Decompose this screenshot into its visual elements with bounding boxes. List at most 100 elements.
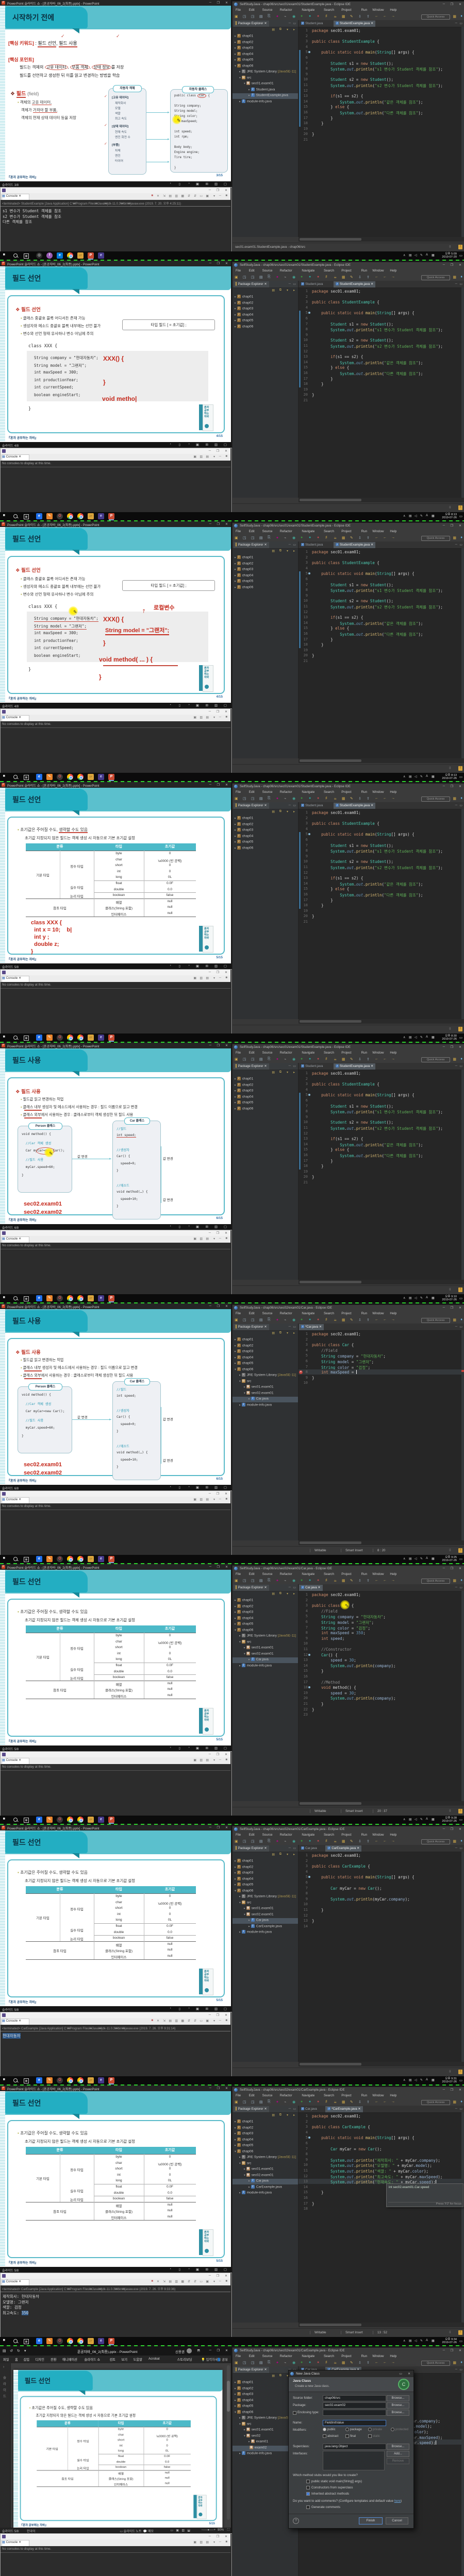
console-toolbar-icon[interactable]: ■ (151, 194, 153, 197)
toolbar-icon[interactable]: ⇪ (367, 276, 370, 279)
console-toolbar-icon[interactable]: ▾ (213, 716, 215, 719)
menu-help[interactable]: Help (390, 1833, 397, 1837)
console-toolbar-icon[interactable]: ■ (225, 1758, 227, 1761)
toolbar-icon[interactable]: ● (301, 2100, 303, 2104)
toolbar-icon[interactable]: ← (375, 1579, 378, 1582)
toolbar-icon[interactable]: ☕ (334, 2100, 337, 2104)
toolbar-icon[interactable]: ⇪ (367, 1058, 370, 1061)
view-menu-icon[interactable]: ▾ (286, 1853, 288, 1856)
package-explorer-tab[interactable]: ▍Package Explorer ✕ (234, 1845, 269, 1852)
toolbar-icon[interactable]: ● (301, 796, 303, 800)
toolbar-icon[interactable]: ▦ (342, 2361, 345, 2365)
console-toolbar-icon[interactable]: ▥ (175, 2280, 178, 2283)
taskbar-icon-folder[interactable]: ▱ (88, 1556, 94, 1562)
console-toolbar-icon[interactable]: ✕ (156, 2020, 159, 2023)
ribbon-tab-검토[interactable]: 검토 (109, 2358, 116, 2362)
console-toolbar-icon[interactable]: ▣ (193, 716, 196, 719)
toolbar-icon[interactable]: ☕ (334, 1058, 337, 1061)
window-maximize-button[interactable]: ❐ (216, 189, 219, 192)
menu-refactor[interactable]: Refactor (279, 2094, 292, 2097)
tray-icon[interactable]: ✎ (420, 254, 423, 257)
perspective-icon-java[interactable]: ♦ (460, 1839, 462, 1843)
menu-file[interactable]: File (236, 530, 241, 533)
tray-icon[interactable]: ∧ (403, 254, 406, 257)
toolbar-icon[interactable]: ⇩ (358, 797, 361, 801)
menu-run[interactable]: Run (361, 790, 368, 794)
taskbar-icon-pinwheel[interactable] (67, 774, 73, 780)
taskbar-icon-chrome[interactable] (77, 774, 84, 780)
toolbar-icon[interactable]: ▣ (235, 797, 238, 801)
taskbar-icon-eclipse[interactable]: e (98, 1817, 104, 1823)
toolbar-icon[interactable]: ◳ (243, 2361, 246, 2365)
view-menu-icon[interactable]: ▾ (286, 1071, 288, 1074)
slideshow-tool-icon[interactable]: ▢ (223, 443, 227, 447)
window-close-button[interactable]: ✕ (225, 1566, 228, 1569)
api-baseline-warning-icon[interactable]: ! (458, 1287, 462, 1292)
toolbar-icon[interactable]: ⎘ (268, 1057, 271, 1061)
toolbar-icon[interactable]: ◳ (243, 2100, 246, 2104)
toolbar-icon[interactable]: ← (383, 1839, 387, 1843)
task-view-icon[interactable] (24, 2078, 29, 2083)
minimize-view-icon[interactable]: ─ (288, 282, 291, 285)
menu-help[interactable]: Help (390, 2354, 397, 2358)
window-maximize-button[interactable]: ❐ (450, 2349, 453, 2352)
minimize-editor-icon[interactable]: ─ (455, 1064, 457, 1067)
toolbar-icon[interactable]: ← (375, 796, 378, 800)
toolbar-icon[interactable]: ● (309, 796, 311, 800)
menu-source[interactable]: Source (262, 530, 273, 533)
menu-run[interactable]: Run (361, 1572, 368, 1576)
perspective-icon-javaee[interactable]: ▦ (453, 15, 456, 19)
toolbar-icon[interactable]: ⎘ (268, 14, 271, 18)
console-toolbar-icon[interactable]: ▭ (200, 2020, 203, 2023)
editor-tab-StudentExamplejava[interactable]: J StudentExample.java ✕ (333, 281, 376, 287)
slideshow-tool-icon[interactable]: ◔ (188, 1225, 190, 1228)
toolbar-icon[interactable]: ✦ (276, 2100, 279, 2104)
tree-item[interactable]: ▸ ≡ JRE System Library [JavaSE-11] (239, 1634, 296, 1638)
window-close-button[interactable]: ✕ (224, 2014, 227, 2017)
tree-item[interactable]: ▾ ▦ sec02.exam01 (244, 1912, 274, 1916)
toolbar-icon[interactable]: ⇩ (358, 536, 361, 540)
taskbar-icon-chrome[interactable] (77, 1295, 84, 1301)
slideshow-tool-icon[interactable]: ◔ (188, 1746, 190, 1750)
ribbon-tab-삽입[interactable]: 삽입 (23, 2358, 30, 2362)
tree-item[interactable]: ▸ ≡ JRE System Library [JavaSE-11] (239, 70, 296, 74)
horizontal-scrollbar[interactable] (299, 498, 464, 502)
api-baseline-warning-icon[interactable]: ! (458, 2330, 462, 2335)
tray-icon[interactable]: ∧ (403, 775, 406, 778)
taskbar-clock[interactable]: 오후 9:31 2019-07-26 (438, 2077, 457, 2084)
view-menu-icon[interactable]: ▾ (286, 2114, 288, 2117)
quick-access-icon[interactable]: ↺ (10, 2349, 13, 2353)
notification-icon[interactable]: ▭ (459, 2340, 462, 2343)
menu-window[interactable]: Window (372, 530, 384, 533)
toolbar-icon[interactable]: ✦ (276, 276, 279, 279)
menu-file[interactable]: File (236, 269, 241, 273)
window-close-button[interactable]: ✕ (224, 1753, 227, 1756)
menu-source[interactable]: Source (262, 8, 273, 12)
menu-search[interactable]: Search (324, 1312, 334, 1315)
toolbar-icon[interactable]: ← (375, 1839, 378, 1843)
toolbar-icon[interactable]: ⇪ (367, 2361, 370, 2365)
menu-run[interactable]: Run (361, 1833, 368, 1837)
toolbar-icon[interactable]: ⎘ (268, 275, 271, 279)
slideshow-tool-icon[interactable]: ▣ (195, 443, 199, 447)
ribbon-tab-디자인[interactable]: 디자인 (35, 2358, 44, 2362)
view-menu-icon[interactable]: ▸ (293, 550, 295, 553)
console-toolbar-icon[interactable]: ▥ (200, 2541, 203, 2544)
maximize-view-icon[interactable]: ▭ (293, 1065, 296, 1068)
console-toolbar-icon[interactable]: ⇲ (162, 2280, 165, 2283)
dialog-browse-button[interactable]: Browse... (387, 2402, 409, 2409)
menu-refactor[interactable]: Refactor (279, 1833, 292, 1837)
slideshow-tool-icon[interactable]: ▢ (223, 2007, 227, 2011)
console-toolbar-icon[interactable]: ▦ (181, 2280, 184, 2283)
quick-access-box[interactable]: Quick Access (421, 1317, 450, 1323)
minimize-view-icon[interactable]: ─ (288, 1325, 291, 1328)
window-maximize-button[interactable]: ❐ (450, 1307, 453, 1310)
menu-navigate[interactable]: Navigate (302, 530, 315, 533)
tray-icon[interactable]: ▦ (432, 1818, 435, 1821)
